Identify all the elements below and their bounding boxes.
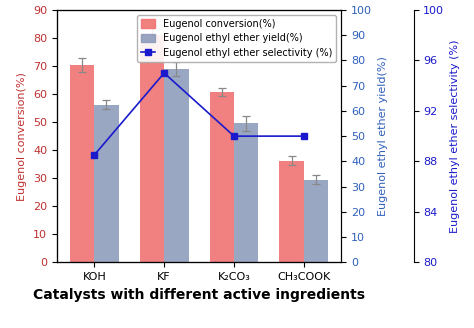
Bar bbox=[164, 69, 189, 262]
X-axis label: Catalysts with different active ingredients: Catalysts with different active ingredie… bbox=[33, 288, 365, 302]
Legend: Eugenol conversion(%), Eugenol ethyl ether yield(%), Eugenol ethyl ether selecti: Eugenol conversion(%), Eugenol ethyl eth… bbox=[137, 15, 337, 62]
Y-axis label: Eugenol ethyl ether selectivity (%): Eugenol ethyl ether selectivity (%) bbox=[450, 39, 460, 233]
Bar bbox=[210, 92, 234, 262]
Bar bbox=[234, 124, 258, 262]
Y-axis label: Eugenol ethyl ether yield(%): Eugenol ethyl ether yield(%) bbox=[378, 56, 388, 216]
Bar bbox=[70, 65, 94, 262]
Bar bbox=[94, 105, 118, 262]
Bar bbox=[140, 35, 164, 262]
Bar bbox=[280, 160, 304, 262]
Y-axis label: Eugenol conversion(%): Eugenol conversion(%) bbox=[18, 72, 27, 200]
Bar bbox=[304, 180, 328, 262]
